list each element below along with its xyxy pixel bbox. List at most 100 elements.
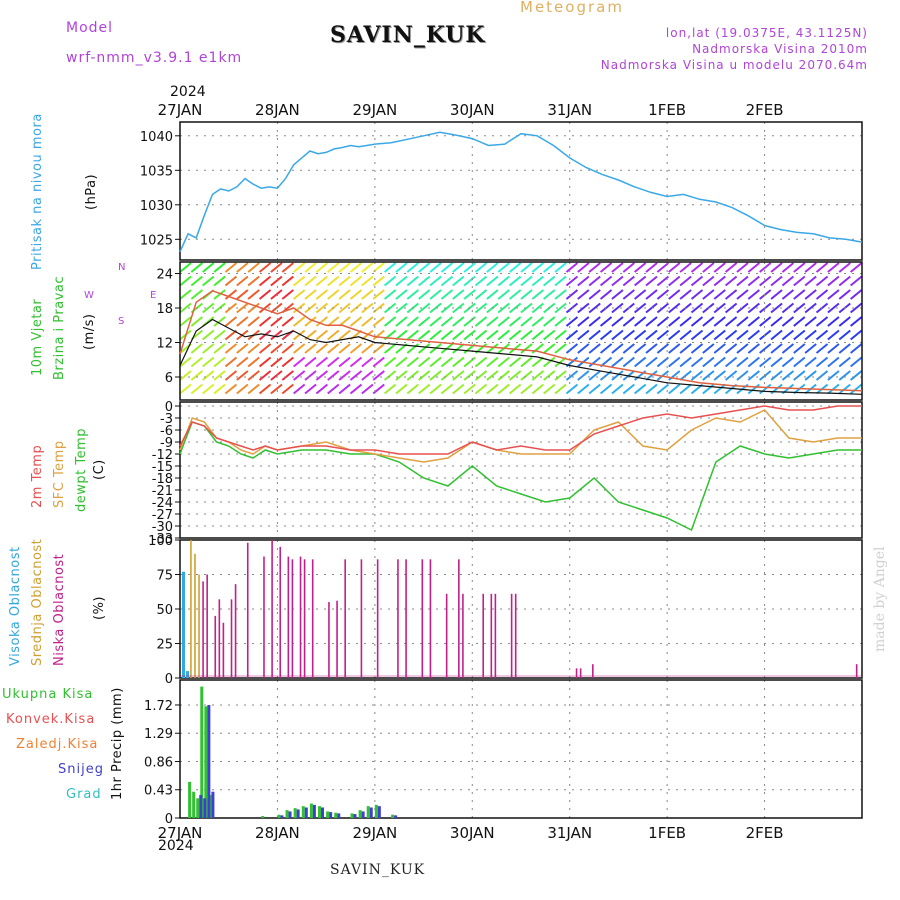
wind-barb	[258, 289, 272, 300]
wind-barb	[247, 289, 260, 300]
wind-barb	[327, 329, 340, 341]
wind-barb	[781, 370, 795, 381]
wind-barb	[383, 262, 397, 273]
wind-barb	[236, 262, 249, 273]
wind-barb	[429, 370, 442, 381]
model-elevation-label: Nadmorska Visina u modelu 2070.64m	[600, 58, 868, 72]
x-tick-top-27JAN: 27JAN	[158, 101, 203, 119]
wind-barb	[759, 383, 772, 395]
wind-barb	[815, 356, 829, 368]
precip-snow-bar	[211, 791, 215, 818]
wind-barb	[338, 289, 351, 300]
cloud-bar	[344, 559, 346, 678]
precip-snow-bar	[337, 813, 341, 818]
wind-barb	[293, 383, 306, 395]
wind-barb	[793, 343, 806, 354]
wind-barb	[850, 289, 863, 300]
wind-barb	[406, 316, 419, 327]
wind-barb	[224, 302, 238, 314]
wind-barb	[827, 356, 840, 368]
wind-barb	[759, 289, 772, 300]
wind-barb	[724, 289, 738, 300]
wind-barb	[497, 370, 510, 381]
wind-barb	[815, 343, 829, 354]
wind-barb	[236, 289, 249, 300]
wind-barb	[531, 356, 544, 368]
wind-barb	[724, 356, 738, 368]
wind-barb	[656, 329, 670, 341]
wind-barb	[827, 343, 840, 354]
wind-barb	[588, 275, 601, 287]
wind-barb	[622, 383, 635, 395]
wind-barb	[327, 356, 340, 368]
wind-barb	[724, 316, 738, 327]
wind-barb	[713, 343, 726, 354]
y-tick-label: -6	[160, 424, 173, 439]
wind-barb	[690, 329, 704, 341]
y-tick-label: 0.43	[144, 784, 173, 799]
cloud-bar	[575, 668, 578, 678]
wind-barb	[577, 329, 590, 341]
wind-barb	[440, 356, 454, 368]
wind-barb	[270, 289, 283, 300]
wind-barb	[668, 356, 681, 368]
wind-barb	[293, 275, 306, 287]
precip-total-bar	[277, 814, 281, 818]
wind-barb	[486, 370, 499, 381]
wind-barb	[486, 316, 499, 327]
wind-barb	[383, 343, 397, 354]
cloud-bar	[202, 581, 204, 678]
y-tick-label: -24	[152, 496, 173, 511]
wind-barb	[520, 329, 533, 341]
wind-barb	[315, 302, 329, 314]
wind-barb	[622, 316, 635, 327]
wind-barb	[554, 302, 567, 314]
wind-barb	[804, 329, 817, 341]
wind-barb	[383, 302, 397, 314]
wind-barb	[759, 262, 772, 273]
x-tick-bottom-29JAN: 29JAN	[352, 824, 397, 842]
wind-barb	[747, 356, 760, 368]
wind-barb	[838, 356, 851, 368]
wind-barb	[315, 356, 329, 368]
y-tick-label: 0	[165, 812, 173, 827]
wind-barb	[804, 302, 817, 314]
wind-barb	[531, 275, 544, 287]
wind-barb	[804, 316, 817, 327]
wind-barb	[850, 383, 863, 395]
panel-frame	[179, 261, 863, 401]
wind-barb	[338, 356, 351, 368]
wind-barb	[531, 302, 544, 314]
wind-barb	[497, 302, 510, 314]
wind-barb	[395, 316, 408, 327]
wind-barb	[349, 316, 363, 327]
wind-barb	[770, 262, 783, 273]
wind-barb	[213, 370, 226, 381]
wind-barb	[395, 289, 408, 300]
wind-barb	[258, 383, 272, 395]
wind-barb	[270, 343, 283, 354]
wind-barb	[452, 316, 465, 327]
wind-barb	[338, 275, 351, 287]
t2m-line	[179, 405, 862, 455]
wind-barb	[599, 343, 613, 354]
wind-barb	[270, 329, 283, 341]
wind-barb	[588, 302, 601, 314]
wind-barb	[713, 316, 726, 327]
wind-barb	[452, 262, 465, 273]
precip-snow-bar	[199, 795, 203, 818]
wind-barb	[429, 356, 442, 368]
wind-barb	[213, 316, 226, 327]
wind-barb	[338, 370, 351, 381]
wind-barb	[679, 370, 692, 381]
wind-barb	[577, 316, 590, 327]
cloud-bar	[194, 553, 196, 678]
x-tick-bottom-27JAN: 27JAN	[158, 824, 203, 842]
wind-barb	[258, 356, 272, 368]
wind-barb	[509, 289, 522, 300]
wind-barb	[281, 370, 294, 381]
wind-barb	[372, 329, 385, 341]
precip-total-bar	[188, 781, 192, 818]
wind-barb	[213, 343, 226, 354]
wind-barb	[713, 289, 726, 300]
